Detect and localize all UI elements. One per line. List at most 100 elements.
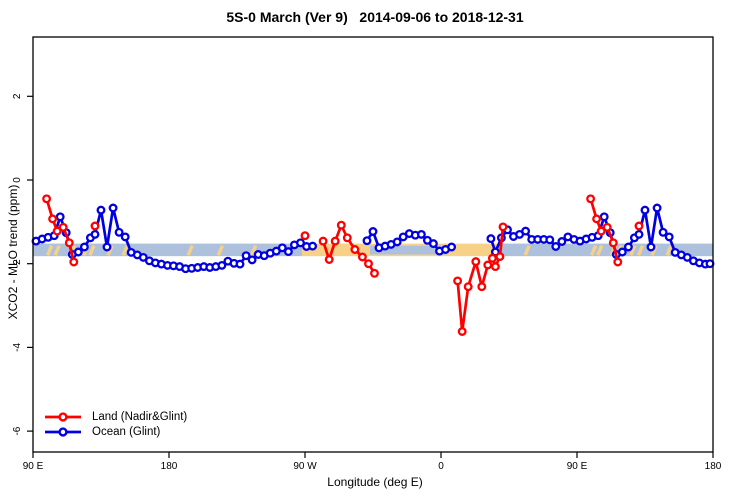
data-point [283,247,293,257]
legend-label-ocean: Ocean (Glint) [92,425,161,438]
band-land-dash [596,244,604,256]
legend-label-land: Land (Nadir&Glint) [92,410,188,423]
ocean-series-marker-icon [45,426,81,437]
data-point [486,234,496,244]
data-point [342,233,352,243]
data-point [608,238,618,248]
data-point [108,203,118,213]
data-point [646,242,656,252]
band-land-dash [590,244,598,256]
data-point [453,276,463,286]
band-ocean [33,243,302,257]
data-point [336,220,346,230]
data-point [277,243,287,253]
data-point [586,194,596,204]
data-point [357,252,367,262]
data-point [652,203,662,213]
y-tick-label: 2 [12,93,23,99]
data-point [241,251,251,261]
data-point [296,238,305,248]
data-point [247,255,257,265]
data-point [64,238,74,248]
data-point [592,214,602,224]
data-point [596,226,606,236]
data-point [664,232,674,242]
band-land-dash [186,244,194,256]
data-point [640,205,650,215]
legend-row-ocean: Ocean (Glint) [44,424,187,439]
ocean-series [31,203,715,274]
data-point [102,242,112,252]
legend-row-land: Land (Nadir&Glint) [44,409,187,424]
data-point [364,259,373,269]
data-point [324,255,334,264]
data-point [457,327,467,336]
x-axis-label: Longitude (deg E) [327,475,423,489]
legend: Land (Nadir&Glint) Ocean (Glint) [44,409,187,439]
data-point [69,257,79,267]
data-point [52,226,62,236]
data-point [90,229,100,239]
data-point [658,227,668,237]
data-point [521,226,531,236]
plot-border [32,36,714,453]
data-point [602,222,612,232]
x-tick-label: 0 [438,461,444,472]
series-line [456,226,505,333]
y-axis: 2 0 -2 -4 -6 [12,93,33,436]
data-point [55,212,65,222]
data-point [416,229,426,239]
data-point [114,227,124,237]
y-tick-label: -6 [12,426,23,435]
data-point [48,214,58,224]
band-land-dash [665,244,673,256]
data-point [90,221,100,231]
data-point [613,257,623,267]
data-point [634,229,644,239]
x-tick-label: 90 E [23,461,44,472]
band-land-dash [216,244,224,256]
data-point [447,242,457,252]
data-point [73,247,83,257]
data-point [58,222,68,232]
data-point [477,282,487,292]
data-point [471,257,481,267]
y-tick-label: -2 [12,259,23,268]
reference-bands [33,243,713,257]
data-point [495,252,505,262]
band-land-dash [46,244,54,256]
band-land-dash [636,244,645,256]
data-point [308,241,318,251]
data-point [362,236,372,246]
data-point [705,259,715,269]
data-point [463,282,473,292]
chart-title: 5S-0 March (Ver 9) 2014-09-06 to 2018-12… [226,9,524,25]
x-tick-label: 180 [161,461,178,472]
data-point [318,236,328,246]
data-point [392,237,402,247]
x-axis: 90 E 180 90 W 0 90 E 180 [23,452,722,472]
band-ocean-overlay [369,245,448,255]
data-point [551,242,561,251]
x-tick-label: 90 E [567,461,588,472]
data-point [217,260,227,270]
data-point [350,245,360,254]
data-point [557,237,567,246]
data-point [79,242,89,252]
data-point [617,247,627,257]
data-point [42,194,52,204]
data-point [483,260,493,270]
data-point [235,259,245,269]
data-point [96,205,106,215]
data-point [545,235,555,245]
land-series-marker-icon [45,411,81,422]
data-point [368,227,378,236]
band-land-dash [121,244,129,256]
data-point [330,236,340,246]
band-land-dash [629,244,637,256]
data-point [487,253,497,263]
y-tick-label: -4 [12,343,23,352]
data-point [634,221,644,231]
